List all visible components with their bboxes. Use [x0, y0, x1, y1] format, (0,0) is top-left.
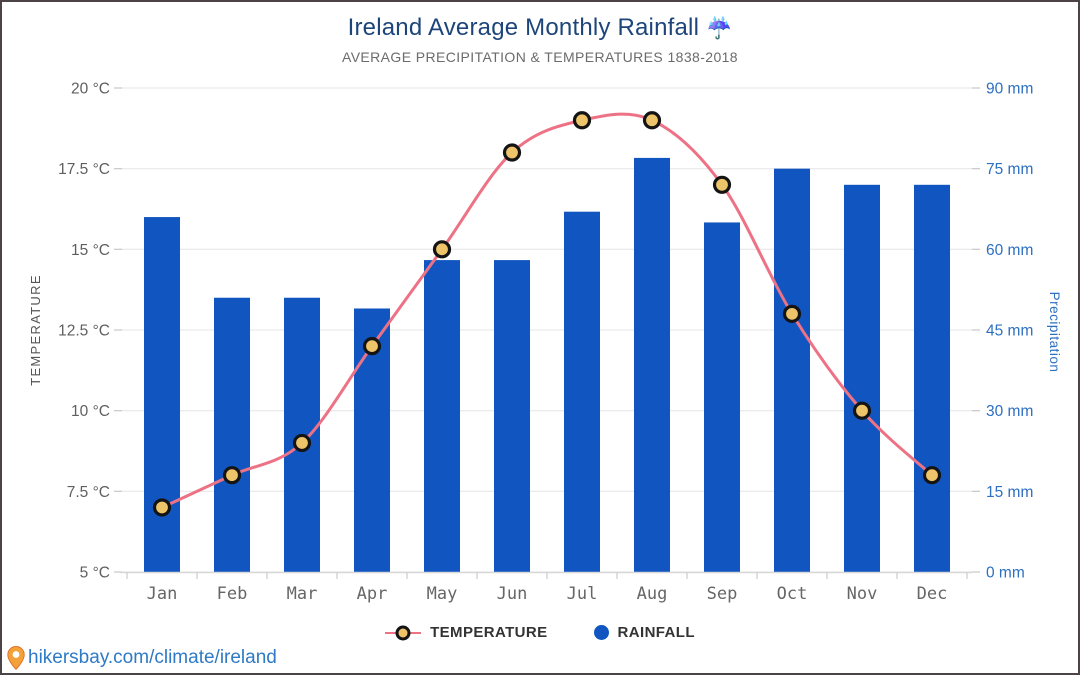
right-axis-tick-label: 15 mm — [986, 484, 1033, 501]
rainfall-bar-dec[interactable] — [914, 184, 950, 573]
temperature-point-apr[interactable] — [362, 337, 382, 356]
temperature-point-mar[interactable] — [292, 433, 312, 453]
legend-label-temperature: TEMPERATURE — [430, 624, 548, 641]
x-axis-label-aug: Aug — [637, 584, 668, 604]
rainfall-bar-jun[interactable] — [494, 260, 530, 572]
legend-item-rainfall[interactable]: RAINFALL — [593, 624, 695, 641]
page-title: Ireland Average Monthly Rainfall ☔ — [2, 14, 1078, 42]
right-axis-tick-label: 45 mm — [986, 323, 1033, 340]
temperature-point-feb[interactable] — [222, 466, 242, 485]
left-axis-tick-label: 5 °C — [80, 565, 110, 582]
x-axis-label-mar: Mar — [287, 584, 318, 604]
legend-label-rainfall: RAINFALL — [617, 624, 695, 641]
rainfall-bar-nov[interactable] — [844, 184, 880, 573]
x-axis-label-apr: Apr — [357, 584, 388, 604]
location-pin-icon — [6, 645, 26, 671]
umbrella-rain-icon: ☔ — [706, 17, 733, 40]
left-axis-tick-label: 10 °C — [71, 403, 110, 420]
temperature-point-jul[interactable] — [572, 111, 592, 130]
temperature-legend-marker-icon — [385, 625, 422, 641]
temperature-point-dec[interactable] — [922, 466, 942, 485]
temperature-point-may[interactable] — [432, 240, 452, 259]
x-axis-label-sep: Sep — [707, 584, 738, 604]
rainfall-bar-jul[interactable] — [564, 211, 600, 572]
rainfall-bar-sep[interactable] — [704, 222, 740, 572]
rainfall-bar-aug[interactable] — [634, 157, 670, 572]
temperature-line — [161, 112, 934, 509]
x-axis-label-oct: Oct — [777, 584, 808, 604]
right-axis-tick-label: 75 mm — [986, 161, 1033, 178]
right-axis-tick-label: 30 mm — [986, 403, 1033, 420]
temperature-point-oct[interactable] — [782, 304, 802, 323]
left-axis-title: TEMPERATURE — [28, 274, 43, 386]
left-axis-tick-label: 15 °C — [71, 242, 110, 259]
left-axis-tick-label: 12.5 °C — [58, 323, 110, 340]
rainfall-bar-jan[interactable] — [144, 217, 180, 573]
rainfall-bar-may[interactable] — [424, 260, 460, 572]
left-axis-tick-label: 7.5 °C — [67, 484, 110, 501]
hikersbay-link[interactable]: hikersbay.com/climate/ireland — [28, 647, 277, 668]
x-axis-label-jul: Jul — [567, 584, 598, 604]
right-axis-title: Precipitation — [1047, 292, 1062, 373]
x-axis-label-dec: Dec — [917, 584, 948, 604]
temperature-dot-swatch — [395, 625, 411, 640]
chart-legend: TEMPERATURE RAINFALL — [2, 624, 1078, 641]
x-axis-label-may: May — [427, 584, 458, 604]
temperature-point-jan[interactable] — [152, 498, 172, 517]
rainfall-legend-marker-icon — [593, 625, 609, 640]
rainfall-temperature-chart: 20 °C 90 mm 17.5 °C 75 mm 15 °C 60 mm 12.5 °C 4… — [28, 81, 1062, 605]
temperature-point-sep[interactable] — [712, 175, 732, 194]
left-axis-tick-label: 17.5 °C — [58, 161, 110, 178]
temperature-point-jun[interactable] — [502, 143, 522, 162]
right-axis-tick-label: 90 mm — [986, 81, 1033, 98]
temperature-point-aug[interactable] — [642, 111, 662, 130]
x-axis-label-feb: Feb — [217, 584, 248, 604]
chart-subtitle: AVERAGE PRECIPITATION & TEMPERATURES 183… — [342, 49, 738, 65]
rainfall-bar-feb[interactable] — [214, 297, 250, 572]
x-axis-label-nov: Nov — [847, 584, 878, 604]
rainfall-bar-oct[interactable] — [774, 168, 810, 572]
left-axis-tick-label: 20 °C — [71, 81, 110, 98]
x-axis-label-jan: Jan — [147, 584, 178, 604]
chart-title-text: Ireland Average Monthly Rainfall — [347, 14, 700, 41]
legend-item-temperature[interactable]: TEMPERATURE — [385, 624, 547, 641]
chart-header: Ireland Average Monthly Rainfall ☔ AVERA… — [2, 2, 1078, 65]
x-axis-label-jun: Jun — [497, 584, 528, 604]
right-axis-tick-label: 60 mm — [986, 242, 1033, 259]
temperature-point-nov[interactable] — [852, 401, 872, 420]
footer: hikersbay.com/climate/ireland — [6, 645, 277, 671]
right-axis-tick-label: 0 mm — [986, 565, 1025, 582]
